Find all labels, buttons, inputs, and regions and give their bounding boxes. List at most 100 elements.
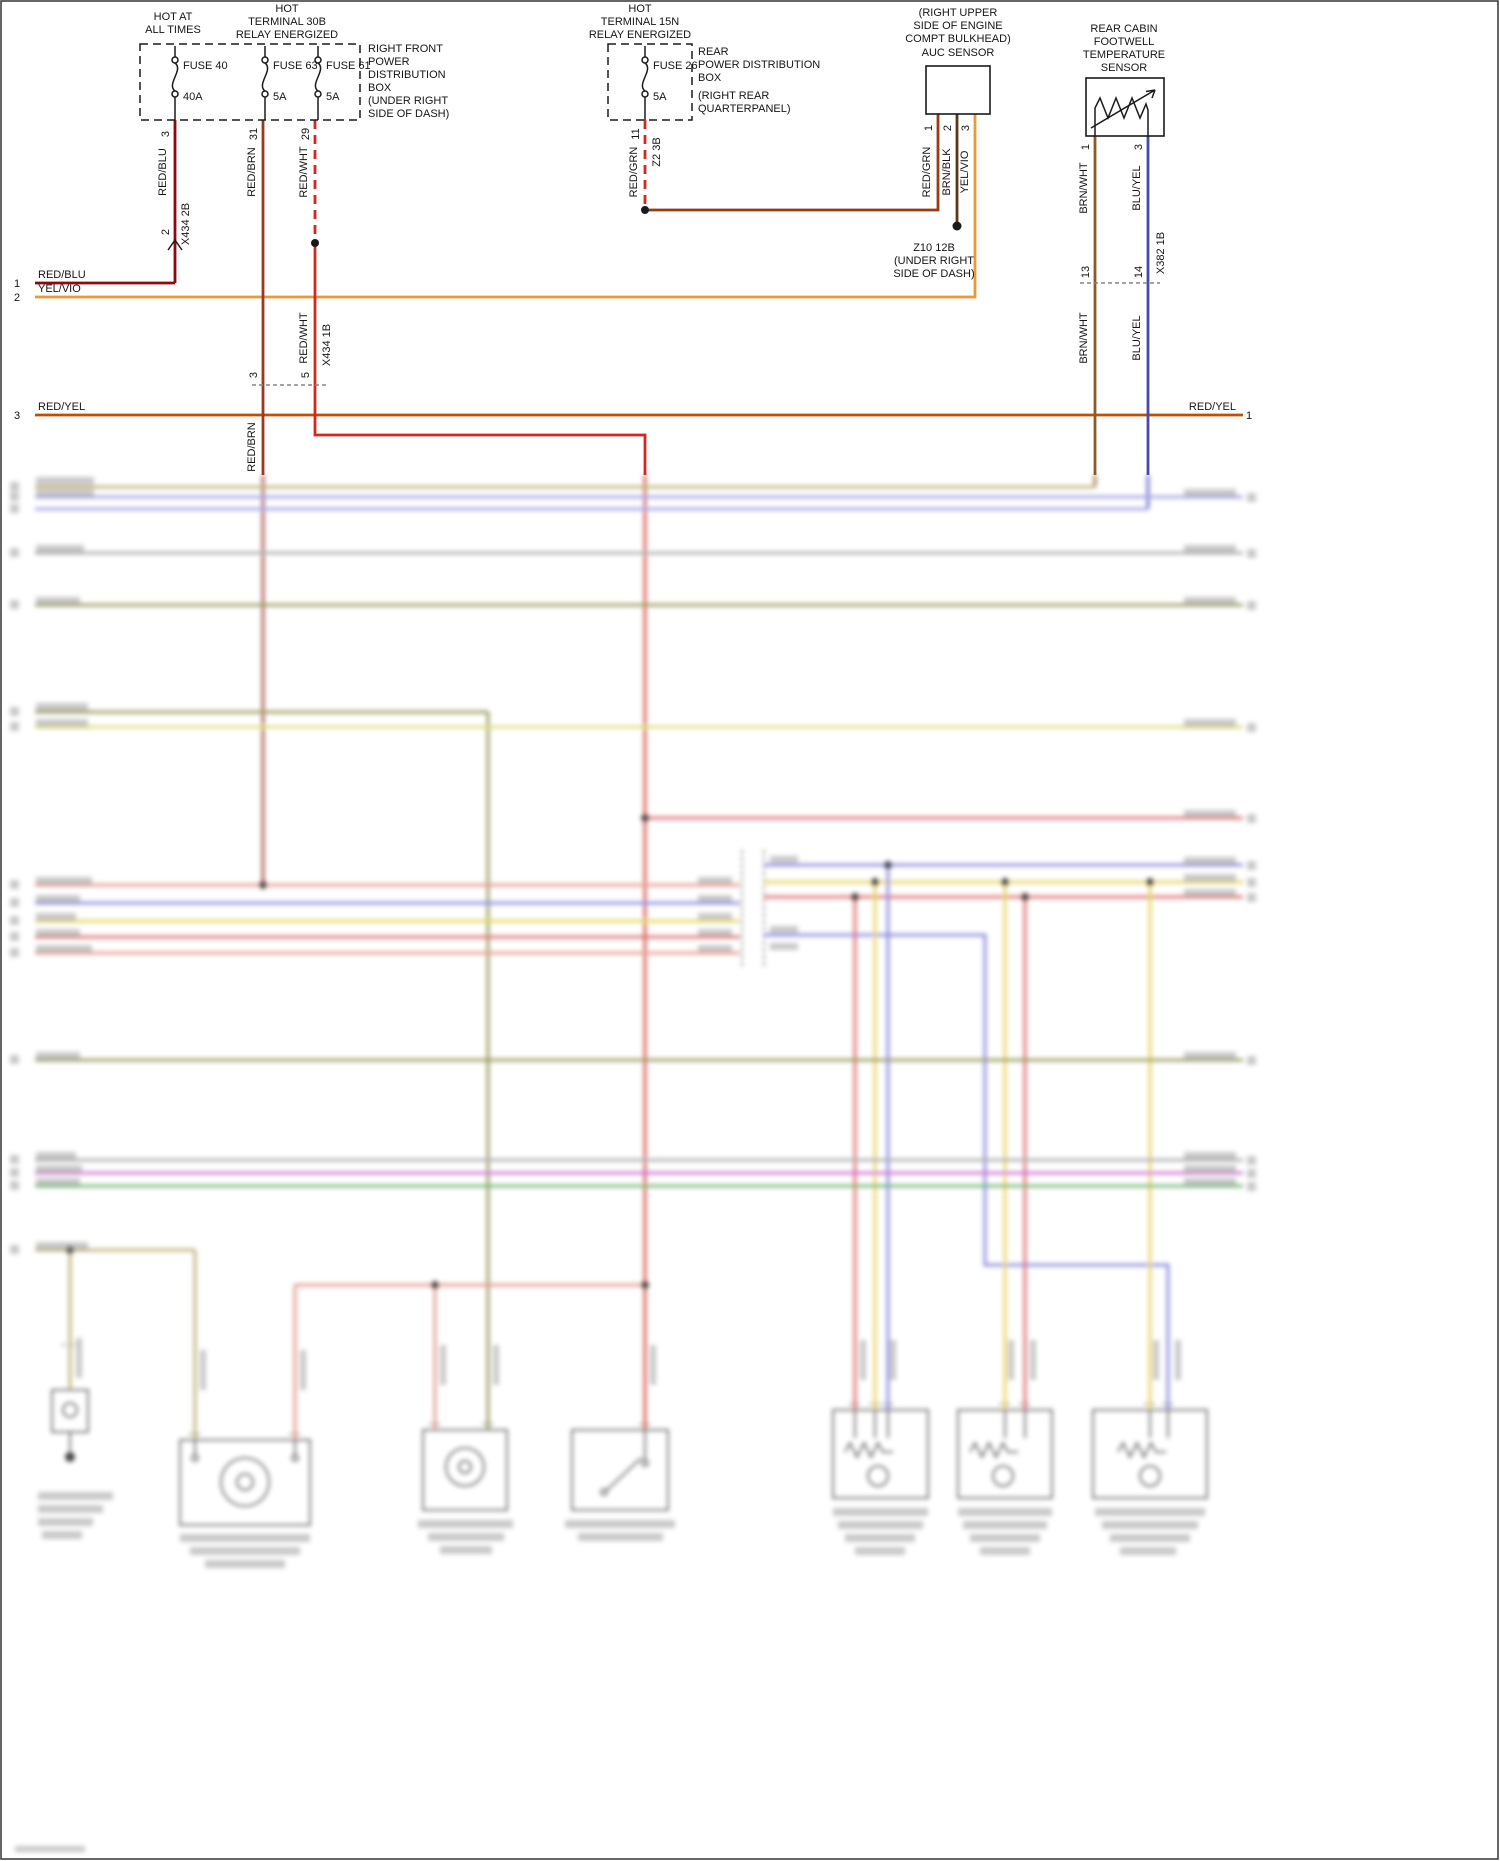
blurred-stub-labels <box>76 1338 1181 1390</box>
row-wire-label: YEL/VIO <box>38 283 81 295</box>
row-wire-label: RED/YEL <box>1189 401 1236 413</box>
ground-label: SIDE OF DASH) <box>893 268 974 280</box>
wire-label: BRN/WHT <box>1078 162 1090 214</box>
junction-dot <box>1001 878 1009 886</box>
auc-sensor-outline <box>925 65 991 115</box>
wire-label: YEL/VIO <box>959 150 971 193</box>
wire-red-wht: 29 RED/WHT RED/WHT 5 X434 1B <box>298 120 647 475</box>
header-hot-terminal-15n: HOT TERMINAL 15N RELAY ENERGIZED <box>589 3 691 41</box>
pin-number: 1 <box>923 125 935 131</box>
footwell-temperature-sensor <box>1085 77 1165 137</box>
junction-dot <box>851 893 859 901</box>
component-blurred-heater-1 <box>832 1403 929 1555</box>
note-line: REAR <box>698 46 729 58</box>
note-line: QUARTERPANEL) <box>698 103 791 115</box>
wire-red-grn: 11 RED/GRN Z2 3B <box>628 114 940 214</box>
connector-label: X382 1B <box>1155 232 1167 274</box>
header-hot-terminal-30b: HOT TERMINAL 30B RELAY ENERGIZED <box>236 3 338 41</box>
fuse-61-symbol <box>314 46 322 120</box>
note-line: BOX <box>698 72 722 84</box>
blurred-wire-labels-right <box>1184 489 1256 1191</box>
fuse-amp: 5A <box>273 91 287 103</box>
note-line: POWER <box>368 56 410 68</box>
wire-label: RED/GRN <box>628 147 640 198</box>
row-wire-label: RED/YEL <box>38 401 85 413</box>
auc-pin-labels: 1 2 3 RED/GRN BRN/BLK YEL/VIO <box>921 125 972 197</box>
junction-dot <box>871 878 879 886</box>
wire-label: RED/BRN <box>246 147 258 197</box>
sensor-outline <box>1085 77 1165 137</box>
component-blurred-ground <box>38 1344 113 1539</box>
header-line: AUC SENSOR <box>922 47 995 59</box>
pin-number: 2 <box>942 125 954 131</box>
note-line: BOX <box>368 82 392 94</box>
junction-dot <box>259 881 267 889</box>
note-line: DISTRIBUTION <box>368 69 446 81</box>
note-line: SIDE OF DASH) <box>368 108 449 120</box>
pin-number: 3 <box>248 372 260 378</box>
header-hot-at-all-times: HOT AT ALL TIMES <box>145 11 201 36</box>
wire-brn-blk: Z10 12B (UNDER RIGHT SIDE OF DASH) <box>893 114 975 280</box>
junction-dot <box>431 1281 439 1289</box>
note-line: (UNDER RIGHT <box>368 95 448 107</box>
fuse-amp: 40A <box>183 91 203 103</box>
blurred-mid-labels <box>698 856 798 952</box>
distribution-box-outline <box>139 43 361 121</box>
connector-label: X434 2B <box>180 203 192 245</box>
wire-label: RED/BLU <box>157 148 169 196</box>
header-line: (RIGHT UPPER <box>919 7 998 19</box>
wire-label: BLU/YEL <box>1131 165 1143 210</box>
power-box-right-front: FUSE 40 40A FUSE 63 5A FUSE 61 5A <box>139 43 371 121</box>
junction-dot <box>1146 878 1154 886</box>
header-line: ALL TIMES <box>145 24 201 36</box>
header-line: TEMPERATURE <box>1083 49 1165 61</box>
connector-arrow-x434-2b <box>167 238 183 251</box>
row-number: 1 <box>1246 410 1252 422</box>
junction-dot <box>1021 893 1029 901</box>
connector-label: X434 1B <box>321 324 333 366</box>
component-blurred-heater-3 <box>1092 1403 1208 1555</box>
row-number: 3 <box>14 410 20 422</box>
pin-number: 1 <box>1080 144 1092 150</box>
junction-dot <box>311 239 319 247</box>
fuse-amp: 5A <box>326 91 340 103</box>
ground-point-z10 <box>952 221 962 231</box>
wire-segment <box>35 710 490 1430</box>
blurred-row-numbers-left <box>10 482 19 1254</box>
header-line: TERMINAL 30B <box>248 16 326 28</box>
pin-number: 31 <box>248 128 260 140</box>
row-wire-label: RED/BLU <box>38 269 86 281</box>
junction-dot <box>641 1281 649 1289</box>
header-line: RELAY ENERGIZED <box>236 29 338 41</box>
wire-brn-wht: 1 BRN/WHT 13 BRN/WHT <box>1078 136 1097 475</box>
blurred-region <box>10 475 1256 1852</box>
margin-labels-left: 1 RED/BLU 2 YEL/VIO 3 RED/YEL <box>14 269 86 422</box>
ground-label: Z10 12B <box>913 242 955 254</box>
power-box-rear: FUSE 26 5A <box>607 43 698 121</box>
wire-segment <box>35 114 977 299</box>
pin-number: 11 <box>630 128 642 139</box>
header-footwell-sensor: REAR CABIN FOOTWELL TEMPERATURE SENSOR <box>1083 23 1165 74</box>
margin-labels-right: RED/YEL 1 <box>1189 401 1252 422</box>
row-number: 1 <box>14 278 20 290</box>
wire-yel-vio <box>35 114 977 299</box>
note-line: (RIGHT REAR <box>698 90 769 102</box>
header-line: SENSOR <box>1101 62 1148 74</box>
header-line: COMPT BULKHEAD) <box>905 33 1011 45</box>
inline-connector <box>741 850 765 968</box>
wire-label: RED/WHT <box>298 312 310 364</box>
splice-label: Z2 3B <box>651 137 663 166</box>
fuse-63-symbol <box>261 46 269 120</box>
wire-label: RED/BRN <box>246 422 258 472</box>
component-blurred-switch <box>565 1423 675 1541</box>
thermistor-symbol <box>1094 95 1149 136</box>
component-blurred-heater-2 <box>957 1403 1053 1555</box>
fuse-name: FUSE 61 <box>326 60 371 72</box>
fuse-name: FUSE 63 <box>273 60 318 72</box>
fuse-40-symbol <box>171 46 179 120</box>
wire-label: RED/GRN <box>921 147 933 198</box>
wire-segment <box>35 1248 197 1440</box>
